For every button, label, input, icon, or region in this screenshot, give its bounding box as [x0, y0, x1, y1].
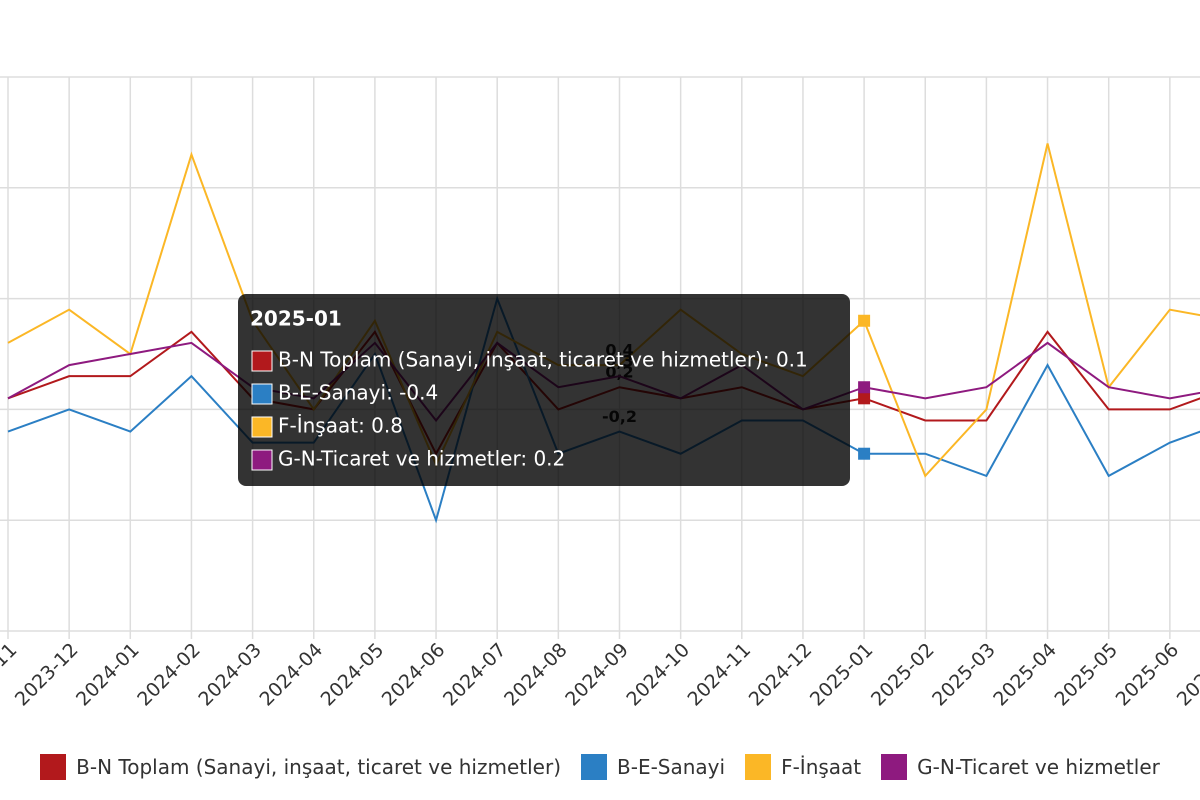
- x-tick-label: 2024-05: [317, 639, 389, 711]
- x-tick-label: 2024-03: [194, 639, 266, 711]
- chart: 2023-112023-122024-012024-022024-032024-…: [0, 76, 1200, 711]
- legend-item[interactable]: G-N-Ticaret ve hizmetler: [881, 754, 1160, 780]
- x-tick-label: 2024-10: [622, 639, 694, 711]
- legend-label: F-İnşaat: [781, 755, 862, 779]
- x-tick-label: 2024-02: [133, 639, 205, 711]
- x-tick-label: 2024-08: [500, 639, 572, 711]
- legend: B-N Toplam (Sanayi, inşaat, ticaret ve h…: [0, 750, 1200, 784]
- legend-swatch: [881, 754, 908, 780]
- x-tick-label: 2024-06: [378, 639, 450, 711]
- tooltip-swatch: [251, 350, 273, 372]
- x-tick-label: 2024-11: [684, 639, 756, 711]
- x-tick-label: 2023-12: [11, 639, 83, 711]
- x-tick-label: 2025-02: [867, 639, 939, 711]
- hover-marker: [858, 381, 871, 394]
- tooltip-item: F-İnşaat: 0.8: [278, 414, 403, 438]
- x-tick-label: 2025-04: [989, 639, 1061, 711]
- x-tick-label: 2025-01: [806, 639, 878, 711]
- x-tick-label: 2024-09: [561, 639, 633, 711]
- legend-item[interactable]: F-İnşaat: [745, 754, 861, 780]
- x-tick-label: 2025-06: [1112, 639, 1184, 711]
- legend-label: B-N Toplam (Sanayi, inşaat, ticaret ve h…: [76, 755, 561, 779]
- x-tick-label: 2024-01: [72, 639, 144, 711]
- legend-item[interactable]: B-E-Sanayi: [581, 754, 725, 780]
- hover-marker: [858, 447, 871, 460]
- legend-swatch: [745, 754, 772, 780]
- hover-marker: [858, 314, 871, 327]
- tooltip: 2025-01 B-N Toplam (Sanayi, inşaat, ticar…: [238, 294, 850, 486]
- legend-swatch: [40, 754, 67, 780]
- tooltip-box: [238, 294, 850, 486]
- tooltip-item: B-N Toplam (Sanayi, inşaat, ticaret ve h…: [278, 348, 808, 372]
- legend-label: G-N-Ticaret ve hizmetler: [917, 755, 1160, 779]
- hover-marker: [858, 392, 871, 405]
- x-tick-label: 2025-03: [928, 639, 1000, 711]
- tooltip-item: G-N-Ticaret ve hizmetler: 0.2: [278, 447, 565, 471]
- legend-label: B-E-Sanayi: [617, 755, 726, 779]
- tooltip-title: 2025-01: [250, 307, 342, 331]
- legend-swatch: [581, 754, 607, 780]
- x-tick-label: 2024-04: [255, 639, 327, 711]
- tooltip-swatch: [251, 416, 273, 438]
- x-tick-label: 2025-05: [1050, 639, 1122, 711]
- tooltip-swatch: [251, 383, 273, 405]
- legend-item[interactable]: B-N Toplam (Sanayi, inşaat, ticaret ve h…: [40, 754, 561, 780]
- x-tick-label: 2024-07: [439, 639, 511, 711]
- tooltip-swatch: [251, 449, 273, 471]
- tooltip-item: B-E-Sanayi: -0.4: [278, 381, 438, 405]
- x-tick-label: 2024-12: [745, 639, 817, 711]
